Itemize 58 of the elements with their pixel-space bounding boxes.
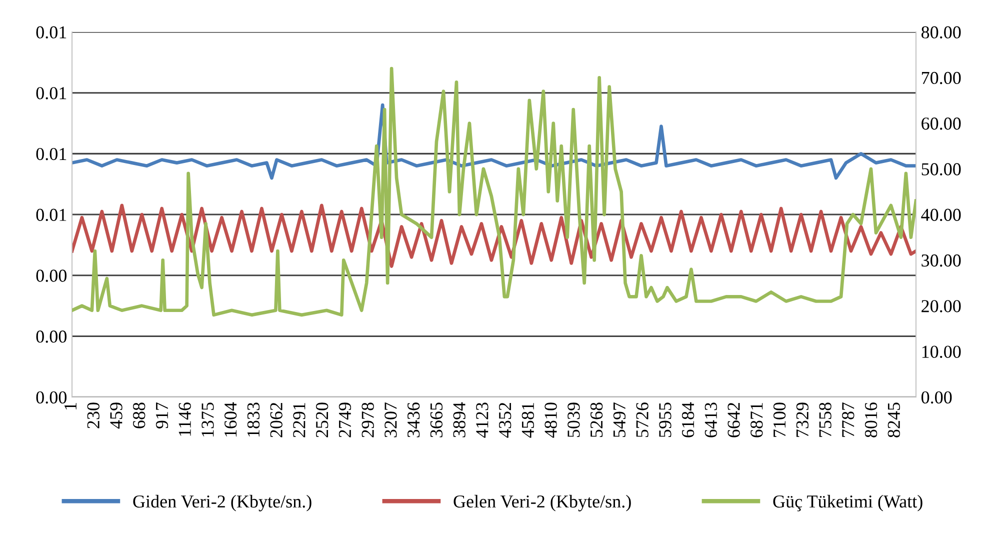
legend-label: Gelen Veri-2 (Kbyte/sn.) <box>454 494 631 512</box>
x-tick-label: 4581 <box>522 403 534 438</box>
x-tick-label: 1146 <box>178 402 191 436</box>
x-tick-label: 917 <box>156 402 168 428</box>
x-tick-label: 7329 <box>796 402 808 437</box>
x-tick-label: 1 <box>64 403 76 410</box>
x-tick-label: 4352 <box>499 402 512 438</box>
legend-label: Giden Veri-2 (Kbyte/sn.) <box>133 494 312 512</box>
x-tick-label: 6871 <box>750 403 763 438</box>
y2-tick-label: 50.00 <box>922 163 961 176</box>
x-tick-label: 5268 <box>590 402 603 438</box>
x-tick-label: 5726 <box>636 402 648 438</box>
x-tick-label: 8016 <box>864 402 878 438</box>
x-tick-label: 7787 <box>842 402 854 437</box>
line-series <box>72 204 916 268</box>
x-tick-label: 459 <box>110 402 122 429</box>
x-tick-label: 2291 <box>293 403 306 438</box>
x-tick-label: 3207 <box>384 402 397 438</box>
x-tick-label: 5497 <box>613 402 626 438</box>
x-tick-label: 3894 <box>453 402 466 438</box>
x-tick-label: 1833 <box>247 402 260 436</box>
y2-tick-label: 60.00 <box>922 118 961 130</box>
x-tick-label: 7100 <box>773 402 786 437</box>
x-tick-label: 1604 <box>224 402 237 436</box>
y2-tick-label: 10.00 <box>922 346 961 358</box>
x-tick-label: 5955 <box>659 402 672 438</box>
x-tick-label: 2062 <box>270 402 282 438</box>
legend-label: Güç Tüketimi (Watt) <box>773 494 922 512</box>
x-tick-label: 4810 <box>544 402 557 438</box>
y-tick-label: 0.01 <box>36 87 66 100</box>
x-tick-label: 3665 <box>430 402 443 438</box>
y-tick-label: 0.00 <box>36 391 66 404</box>
x-tick-label: 688 <box>133 402 146 428</box>
x-tick-label: 5039 <box>568 402 580 438</box>
y2-tick-label: 80.00 <box>921 26 961 38</box>
x-tick-label: 3436 <box>408 402 420 438</box>
x-tick-label: 6642 <box>728 402 740 438</box>
x-tick-label: 2749 <box>338 402 352 438</box>
y2-tick-label: 20.00 <box>922 300 961 312</box>
x-tick-label: 7558 <box>819 402 832 437</box>
y-tick-label: 0.00 <box>36 330 66 343</box>
x-tick-label: 2978 <box>362 402 374 438</box>
y2-tick-label: 0.00 <box>921 391 952 404</box>
line-series <box>72 66 916 317</box>
y2-tick-label: 70.00 <box>922 72 961 84</box>
x-tick-label: 230 <box>87 402 100 428</box>
y-tick-label: 0.01 <box>36 208 66 222</box>
x-tick-label: 6413 <box>704 402 717 438</box>
x-tick-label: 8245 <box>888 402 900 438</box>
y-tick-label: 0.01 <box>36 148 66 160</box>
x-tick-label: 1375 <box>202 402 214 436</box>
y2-tick-label: 40.00 <box>921 208 961 222</box>
x-tick-label: 6184 <box>682 402 694 438</box>
x-tick-label: 2520 <box>316 402 328 438</box>
x-tick-label: 4123 <box>476 402 488 438</box>
y-tick-label: 0.01 <box>36 26 66 38</box>
y2-tick-label: 30.00 <box>922 254 961 267</box>
y-tick-label: 0.00 <box>36 270 66 282</box>
